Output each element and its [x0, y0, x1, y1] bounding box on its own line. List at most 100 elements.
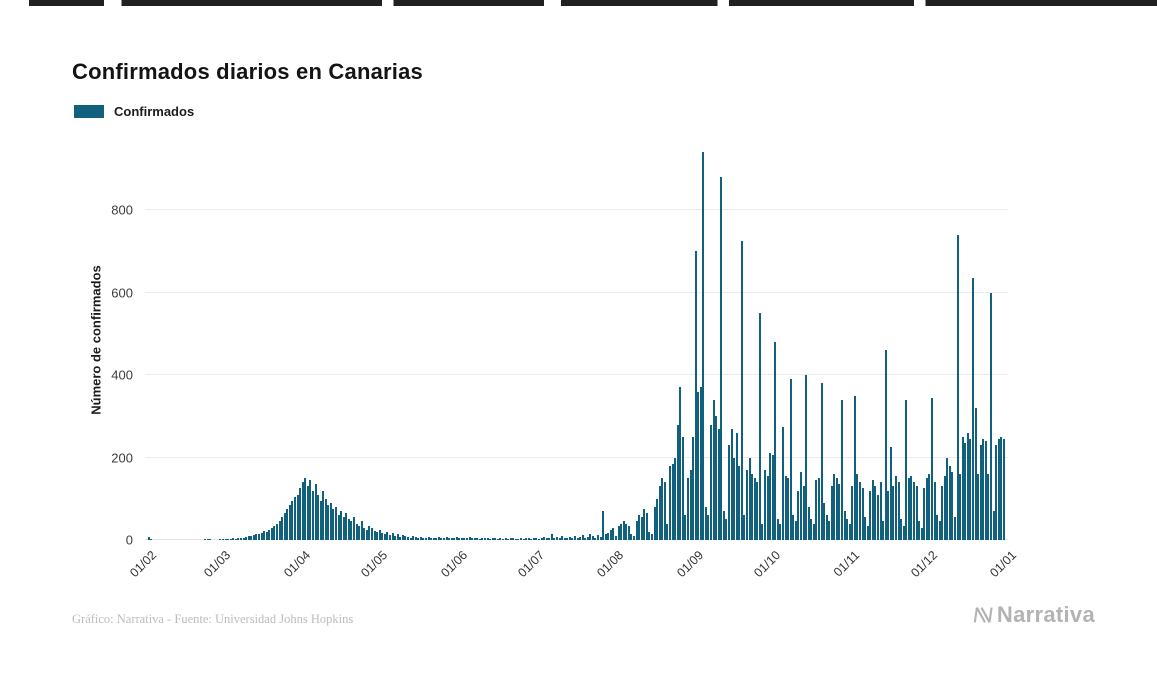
bar	[376, 531, 379, 540]
bar	[622, 521, 625, 540]
bar	[805, 375, 808, 540]
bar	[150, 539, 153, 540]
page-title: Confirmados diarios en Canarias	[72, 58, 423, 84]
bar	[373, 530, 376, 540]
bar	[412, 535, 415, 540]
bar	[273, 525, 276, 540]
bar	[270, 528, 273, 540]
bar	[838, 484, 841, 540]
bar	[668, 465, 671, 540]
bar	[242, 538, 245, 540]
bar	[496, 538, 499, 540]
plot-area: 0 200 400 600 800 01/02 01/03 01/04 01/05 01/06 0…	[111, 138, 1019, 580]
bar	[445, 536, 448, 540]
bar	[368, 525, 371, 540]
narrativa-logo-text: Narrativa	[996, 602, 1095, 627]
bar	[625, 523, 628, 540]
bar	[771, 455, 774, 540]
bar	[704, 507, 707, 540]
bar	[823, 502, 826, 540]
bar	[548, 537, 551, 540]
bar	[286, 509, 289, 540]
bar	[512, 537, 515, 540]
bar	[907, 478, 910, 540]
bar	[332, 509, 335, 540]
bar	[234, 538, 237, 540]
bar	[283, 513, 286, 540]
bar	[650, 533, 653, 540]
bar	[982, 439, 985, 540]
bar	[833, 474, 836, 540]
bar	[381, 532, 384, 540]
bar	[227, 538, 230, 540]
bar	[743, 515, 746, 540]
bar	[817, 478, 820, 540]
bar	[851, 486, 854, 540]
bar	[617, 525, 620, 540]
bar	[471, 537, 474, 540]
bar	[920, 527, 923, 540]
bar	[866, 525, 869, 540]
bar	[781, 426, 784, 540]
x-tick-label: 01/05	[358, 548, 391, 581]
bar	[735, 432, 738, 540]
bar	[502, 539, 504, 540]
bar	[997, 439, 1000, 540]
bar	[987, 474, 990, 540]
bar	[877, 494, 879, 540]
gridline	[145, 374, 1008, 376]
bar	[728, 445, 731, 540]
bar	[861, 488, 864, 540]
bar	[702, 152, 705, 540]
bar	[928, 474, 931, 540]
bar	[589, 533, 592, 540]
y-tick-label: 800	[111, 202, 133, 218]
bar	[427, 536, 430, 540]
bar	[299, 488, 302, 540]
bar	[399, 536, 402, 540]
bar	[442, 537, 445, 540]
bar	[414, 536, 417, 540]
bar	[278, 521, 281, 540]
bar	[543, 536, 546, 540]
bar	[206, 539, 209, 540]
narrativa-brand: Narrativa	[971, 602, 1095, 628]
bar	[553, 537, 556, 540]
bar	[545, 538, 548, 540]
bar	[825, 515, 828, 540]
bar	[417, 537, 420, 540]
bar	[807, 507, 810, 540]
bar	[537, 538, 540, 540]
bar	[969, 439, 972, 540]
bar	[535, 537, 538, 540]
bar	[424, 538, 427, 540]
bar	[440, 537, 443, 540]
x-tick-label: 01/06	[437, 548, 470, 581]
bar	[576, 537, 579, 540]
bar	[815, 480, 818, 540]
top-window-edge	[0, 0, 1157, 6]
bar	[209, 539, 212, 540]
bar	[1002, 439, 1005, 540]
bar	[566, 537, 569, 540]
bar	[386, 531, 389, 540]
bar	[763, 469, 766, 540]
bar	[255, 533, 258, 540]
bar	[519, 538, 522, 540]
bar	[900, 519, 903, 540]
bar	[620, 523, 623, 540]
bar	[884, 350, 887, 540]
gridline	[145, 291, 1008, 293]
bar	[401, 535, 404, 540]
bar	[327, 504, 330, 540]
gridline	[145, 456, 1008, 458]
bar	[789, 379, 792, 540]
bar	[371, 528, 374, 540]
bar	[599, 536, 602, 540]
bar	[882, 521, 885, 540]
bar	[263, 530, 266, 540]
legend-swatch	[74, 105, 104, 118]
bar	[460, 537, 463, 540]
bar	[656, 498, 659, 540]
bar	[959, 474, 962, 540]
